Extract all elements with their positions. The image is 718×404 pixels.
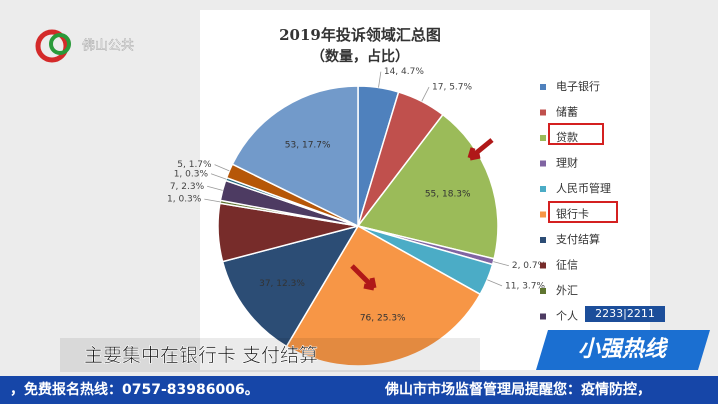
leader-line [378,71,382,88]
show-logo-bg [536,330,710,370]
channel-logo: 佛山公共 [82,39,134,54]
data-label: 37, 12.3% [259,279,305,289]
legend-swatch [540,262,546,269]
highlight-box [548,201,618,223]
legend-swatch [540,211,546,218]
legend-label: 银行卡 [556,207,589,221]
legend-swatch [540,109,546,116]
ticker-bg [0,376,718,404]
legend-label: 征信 [556,259,578,272]
legend-label: 储蓄 [556,105,578,119]
pie-slice [231,85,359,228]
pie: 14, 4.7% 17, 5.7% 55, 18.3% 2, 0.7% 11, 3.7%… [167,67,547,367]
chart-subtitle: （数量，占比） [311,48,409,65]
data-label: 11, 3.7% [505,281,545,291]
pie-slice [221,224,360,348]
caption-bg [60,338,480,372]
data-label: 14, 4.7% [384,67,424,77]
legend-swatch [540,160,546,167]
chart-title: 2019年投诉领域汇总图 [279,26,441,44]
leader-line [210,173,227,180]
legend-label: 电子银行 [556,79,600,93]
pie-slice [285,224,482,367]
caption: 主要集中在银行卡 支付结算 [84,345,318,367]
leader-line [207,185,223,191]
arrow [350,264,377,291]
legend-label: 人民币管理 [556,181,611,195]
data-label: 5, 1.7% [177,160,212,170]
legend-swatch [540,186,546,192]
data-label: 55, 18.3% [425,190,471,200]
ticker-text: 佛山市市场监督管理局提醒您：疫情防控， [384,381,651,398]
arrow [467,138,494,161]
legend-label: 外汇 [556,284,578,297]
leader-line [214,164,230,172]
legend-swatch [540,84,546,90]
show-logo: 小强热线 [578,337,669,362]
leader-line [421,86,430,102]
legend-swatch [540,135,546,141]
highlight-box [548,123,604,145]
legend-label: 理财 [556,156,578,170]
legend-label: 贷款 [556,130,578,144]
data-label: 76, 25.3% [360,313,406,323]
leader-line [493,261,509,267]
data-label: 1, 0.3% [167,195,202,205]
leader-line [487,279,503,287]
legend-swatch [540,313,546,320]
data-label: 1, 0.3% [174,169,209,179]
data-label: 2, 0.7% [512,261,547,271]
legend-swatch [540,237,546,243]
legend-label: 支付结算 [556,232,600,246]
logo-icon [35,29,71,63]
legend-swatch [540,288,546,294]
clock-bg [585,306,665,322]
ticker-text: ，免费报名热线：0757-83986006。 [10,381,259,398]
data-label: 7, 2.3% [170,182,205,192]
clock: 2233|2211 [595,307,655,320]
legend-label: 个人 [556,310,578,323]
leader-line [204,198,221,203]
data-label: 17, 5.7% [432,83,472,93]
pie-slice [356,113,499,260]
data-label: 53, 17.7% [285,141,331,151]
